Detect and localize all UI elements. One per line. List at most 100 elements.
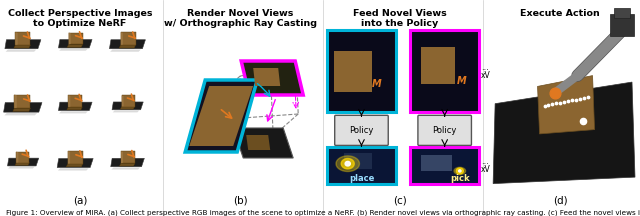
Point: [559, 100, 569, 104]
Polygon shape: [67, 164, 83, 167]
Bar: [610, 14, 634, 37]
Polygon shape: [68, 33, 70, 44]
Polygon shape: [233, 128, 293, 158]
Point: [549, 91, 559, 95]
Point: [575, 97, 585, 100]
Polygon shape: [120, 163, 135, 166]
Polygon shape: [58, 40, 92, 48]
Bar: [410, 147, 479, 184]
Point: [582, 95, 593, 99]
Polygon shape: [341, 159, 355, 169]
Polygon shape: [185, 80, 257, 152]
Polygon shape: [15, 95, 31, 108]
Point: [540, 104, 550, 108]
Polygon shape: [122, 95, 124, 106]
Polygon shape: [13, 108, 31, 111]
Text: xV: xV: [481, 71, 491, 80]
Polygon shape: [59, 49, 88, 51]
Point: [551, 102, 561, 105]
Polygon shape: [15, 32, 18, 45]
Bar: [614, 8, 630, 18]
Polygon shape: [5, 40, 41, 49]
Polygon shape: [57, 159, 93, 168]
Polygon shape: [17, 152, 19, 163]
Bar: [410, 30, 479, 112]
Polygon shape: [111, 158, 145, 167]
Polygon shape: [345, 161, 350, 166]
Text: (b): (b): [233, 196, 247, 206]
Polygon shape: [67, 107, 83, 110]
Polygon shape: [68, 95, 83, 107]
FancyBboxPatch shape: [418, 115, 472, 145]
Polygon shape: [456, 168, 463, 174]
Polygon shape: [113, 110, 140, 112]
Bar: [344, 153, 372, 169]
Polygon shape: [336, 156, 360, 172]
Polygon shape: [8, 167, 35, 168]
Point: [567, 99, 577, 102]
Polygon shape: [8, 158, 38, 166]
Point: [555, 101, 565, 104]
Text: pick: pick: [450, 174, 470, 183]
Polygon shape: [121, 151, 123, 163]
Point: [543, 103, 554, 107]
Polygon shape: [68, 33, 83, 44]
Polygon shape: [246, 135, 270, 150]
Text: Collect Perspective Images
to Optimize NeRF: Collect Perspective Images to Optimize N…: [8, 9, 152, 28]
Point: [577, 119, 588, 123]
Polygon shape: [121, 151, 135, 163]
Polygon shape: [4, 113, 37, 115]
Text: M: M: [372, 79, 381, 89]
Polygon shape: [15, 32, 31, 45]
Text: Figure 1: Overview of MIRA. (a) Collect perspective RGB images of the scene to o: Figure 1: Overview of MIRA. (a) Collect …: [6, 210, 640, 216]
Polygon shape: [112, 102, 143, 110]
Text: place: place: [349, 174, 374, 183]
Bar: [420, 155, 452, 171]
Polygon shape: [111, 167, 140, 170]
Text: ...: ...: [481, 63, 489, 72]
Polygon shape: [458, 170, 461, 172]
Point: [579, 96, 589, 100]
Polygon shape: [493, 82, 635, 184]
Text: Policy: Policy: [349, 126, 374, 135]
Bar: [334, 51, 372, 92]
Polygon shape: [121, 32, 136, 45]
Text: Render Novel Views
w/ Orthographic Ray Casting: Render Novel Views w/ Orthographic Ray C…: [163, 9, 317, 28]
Polygon shape: [6, 49, 36, 52]
Polygon shape: [67, 44, 83, 47]
Point: [571, 98, 581, 101]
Polygon shape: [58, 102, 92, 111]
Point: [547, 103, 557, 106]
Text: M: M: [457, 76, 467, 86]
Polygon shape: [119, 45, 136, 48]
Polygon shape: [538, 76, 595, 134]
Point: [563, 99, 573, 103]
Bar: [420, 47, 455, 84]
Polygon shape: [68, 151, 70, 164]
Bar: [327, 147, 396, 184]
Polygon shape: [120, 106, 134, 109]
Polygon shape: [15, 163, 29, 165]
Polygon shape: [68, 151, 83, 164]
Bar: [327, 30, 396, 112]
Polygon shape: [14, 45, 31, 48]
Polygon shape: [68, 95, 70, 107]
Polygon shape: [122, 95, 134, 106]
Polygon shape: [121, 32, 123, 45]
Text: ...: ...: [481, 157, 489, 166]
Polygon shape: [58, 168, 89, 170]
Text: (d): (d): [553, 196, 567, 206]
Polygon shape: [110, 49, 141, 52]
Polygon shape: [4, 103, 42, 112]
Polygon shape: [454, 167, 465, 175]
FancyBboxPatch shape: [335, 115, 388, 145]
Polygon shape: [189, 86, 253, 146]
Polygon shape: [17, 152, 29, 163]
Text: (a): (a): [73, 196, 87, 206]
Text: xV: xV: [481, 165, 491, 174]
Polygon shape: [59, 111, 88, 113]
Text: Execute Action: Execute Action: [520, 9, 600, 18]
Polygon shape: [241, 61, 303, 95]
Text: Policy: Policy: [433, 126, 457, 135]
Polygon shape: [15, 95, 17, 108]
